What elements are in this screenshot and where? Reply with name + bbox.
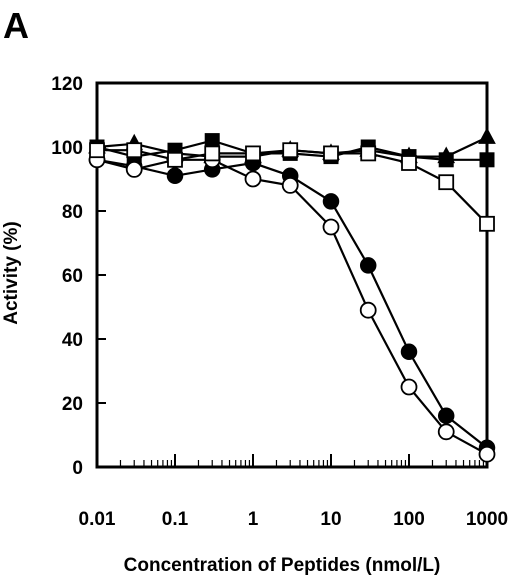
x-tick-label: 0.01 — [79, 509, 116, 530]
data-point-open-square — [89, 142, 105, 159]
data-point-filled-circle — [437, 407, 455, 425]
data-point-open-circle — [244, 170, 262, 188]
data-point-open-square — [204, 145, 221, 162]
y-tick-label: 0 — [72, 458, 83, 479]
data-point-open-square — [479, 215, 495, 232]
data-point-filled-square — [438, 152, 454, 168]
data-point-open-square — [167, 151, 183, 168]
y-axis-label: Activity (%) — [1, 221, 22, 324]
data-point-open-square — [438, 174, 455, 191]
series-line-open-circle — [96, 158, 488, 456]
y-tick-label: 40 — [62, 330, 83, 351]
x-tick-label: 1 — [248, 509, 259, 530]
data-point-open-circle — [400, 378, 418, 396]
data-point-filled-triangle — [478, 127, 496, 144]
data-point-open-circle — [478, 445, 496, 463]
data-point-open-circle — [437, 423, 455, 441]
x-tick-label: 100 — [393, 509, 425, 530]
data-point-open-square — [245, 145, 261, 162]
data-point-filled-circle — [166, 167, 184, 185]
axes: 0 20 40 60 80 100 120 0.01 0.1 1 10 100 1000 — [51, 74, 508, 530]
y-tick-label: 60 — [62, 266, 83, 287]
data-point-open-square — [401, 155, 417, 171]
series-markers — [88, 127, 496, 463]
data-point-open-square — [323, 145, 339, 162]
data-point-open-circle — [322, 218, 340, 236]
x-tick-label: 1000 — [466, 509, 508, 530]
y-tick-label: 120 — [51, 74, 83, 95]
data-point-open-circle — [125, 160, 143, 178]
x-tick-label: 0.1 — [162, 509, 189, 530]
x-tick-label: 10 — [320, 509, 341, 530]
panel-label: A — [3, 5, 29, 46]
data-point-open-square — [282, 142, 299, 159]
data-point-open-circle — [359, 301, 377, 319]
data-point-filled-circle — [322, 193, 340, 210]
data-point-filled-circle — [400, 343, 418, 361]
series-line-filled-circle — [96, 158, 488, 449]
data-point-open-square — [126, 142, 143, 159]
y-tick-label: 20 — [62, 394, 83, 415]
data-point-open-circle — [281, 176, 299, 194]
y-tick-label: 100 — [51, 138, 83, 159]
data-point-open-square — [360, 145, 377, 162]
data-point-filled-square — [479, 152, 495, 168]
y-tick-label: 80 — [62, 202, 83, 223]
x-axis-label: Concentration of Peptides (nmol/L) — [124, 555, 441, 576]
data-point-filled-circle — [359, 257, 377, 274]
